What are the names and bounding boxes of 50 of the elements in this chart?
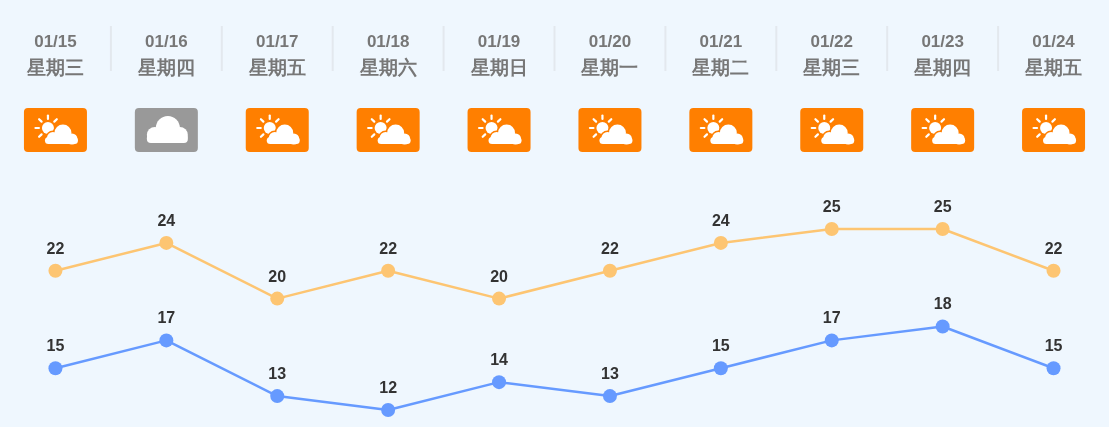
data-label: 24 bbox=[157, 211, 176, 229]
point bbox=[824, 222, 839, 236]
data-label: 24 bbox=[711, 211, 730, 229]
x-tick-label: 01/18 星期六 bbox=[358, 32, 417, 78]
data-label: 15 bbox=[46, 337, 65, 355]
data-label: 14 bbox=[490, 351, 509, 369]
x-tick-label: 01/23 星期四 bbox=[913, 32, 972, 78]
data-label: 17 bbox=[157, 309, 176, 327]
point bbox=[159, 333, 174, 348]
point bbox=[602, 263, 617, 278]
point bbox=[270, 291, 285, 306]
point bbox=[381, 403, 396, 417]
point bbox=[935, 319, 950, 334]
point bbox=[48, 361, 63, 376]
data-label: 15 bbox=[711, 337, 730, 355]
x-tick-label: 01/19 星期日 bbox=[469, 32, 528, 78]
data-label: 15 bbox=[1044, 337, 1063, 355]
data-label: 17 bbox=[822, 309, 841, 327]
x-tick-label: 01/17 星期五 bbox=[247, 32, 306, 78]
point bbox=[602, 389, 617, 404]
data-label: 12 bbox=[379, 379, 398, 396]
data-label: 25 bbox=[933, 198, 952, 215]
data-label: 20 bbox=[490, 267, 509, 285]
point bbox=[713, 361, 728, 376]
data-label: 22 bbox=[379, 239, 398, 257]
point bbox=[713, 235, 728, 250]
x-tick-label: 01/22 星期三 bbox=[802, 32, 861, 78]
x-tick-label: 01/21 星期二 bbox=[691, 32, 750, 78]
x-tick-label: 01/15 星期三 bbox=[25, 32, 84, 78]
data-label: 13 bbox=[601, 365, 619, 383]
data-label: 22 bbox=[1044, 239, 1063, 257]
point bbox=[270, 389, 285, 404]
data-label: 22 bbox=[601, 239, 619, 257]
point bbox=[1046, 263, 1061, 278]
point bbox=[48, 263, 63, 278]
data-label: 20 bbox=[268, 267, 287, 285]
point bbox=[159, 235, 174, 250]
point bbox=[492, 291, 507, 306]
x-tick-label: 01/16 星期四 bbox=[136, 32, 195, 78]
data-label: 13 bbox=[268, 365, 287, 383]
point bbox=[1046, 361, 1061, 376]
point bbox=[824, 333, 839, 348]
data-label: 18 bbox=[933, 295, 952, 313]
point bbox=[381, 263, 396, 278]
x-tick-label: 01/20 星期一 bbox=[580, 32, 639, 78]
data-label: 25 bbox=[822, 198, 841, 215]
x-tick-label: 01/24 星期五 bbox=[1024, 32, 1083, 78]
point bbox=[935, 222, 950, 236]
point bbox=[492, 375, 507, 390]
data-label: 22 bbox=[46, 239, 65, 257]
